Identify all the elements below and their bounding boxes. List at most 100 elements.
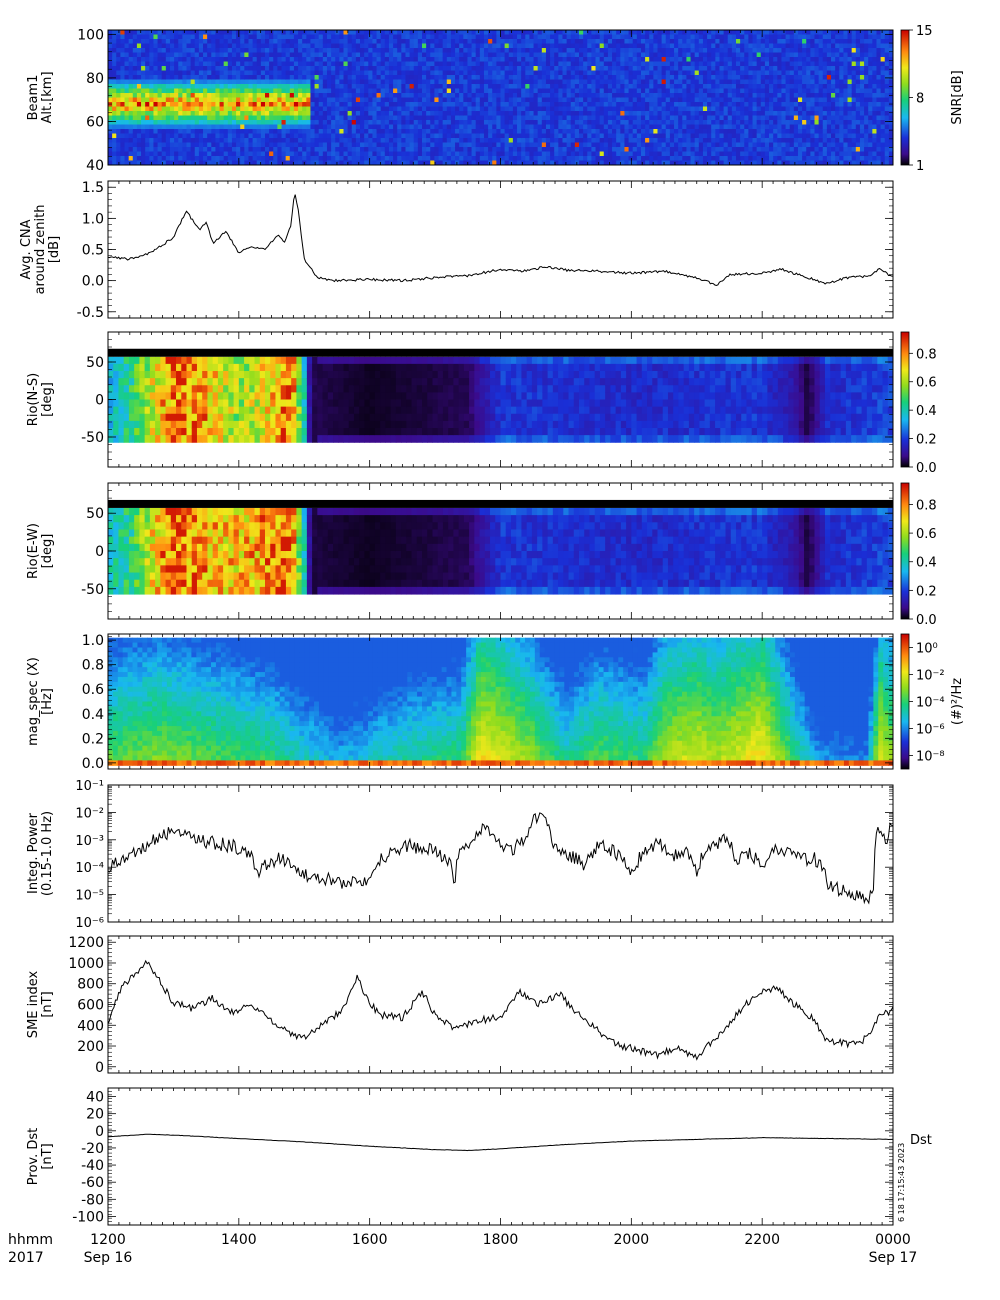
heatmap-cell xyxy=(252,34,258,40)
heatmap-cell xyxy=(393,160,398,166)
heatmap-cell xyxy=(533,106,539,112)
heatmap-cell xyxy=(533,129,539,134)
heatmap-cell xyxy=(736,88,741,94)
heatmap-cell xyxy=(108,97,113,103)
heatmap-cell xyxy=(298,129,303,134)
heatmap-cell xyxy=(426,138,431,143)
heatmap-cell xyxy=(273,61,278,67)
heatmap-cell xyxy=(649,97,654,103)
heatmap-cell xyxy=(529,61,535,67)
heatmap-cell xyxy=(240,43,245,49)
heatmap-cell xyxy=(566,88,572,94)
heatmap-cell xyxy=(153,106,159,112)
heatmap-cell xyxy=(132,48,138,53)
heatmap-cell xyxy=(326,160,332,166)
heatmap-cell xyxy=(574,75,580,80)
heatmap-cell xyxy=(715,142,720,148)
heatmap-cell xyxy=(752,93,758,98)
heatmap-cell xyxy=(211,84,216,89)
heatmap-cell xyxy=(207,133,212,139)
heatmap-cell xyxy=(686,61,692,67)
heatmap-cell xyxy=(384,133,390,139)
heatmap-cell xyxy=(446,102,452,107)
heatmap-cell xyxy=(508,70,514,76)
heatmap-cell xyxy=(740,106,745,112)
heatmap-cell xyxy=(161,142,167,148)
heatmap-cell xyxy=(607,156,613,161)
heatmap-cell xyxy=(777,88,782,94)
heatmap-cell xyxy=(339,88,344,94)
heatmap-cell xyxy=(537,79,543,85)
heatmap-cell xyxy=(752,30,758,35)
heatmap-cell xyxy=(459,115,464,121)
heatmap-cell xyxy=(417,34,423,40)
heatmap-cell xyxy=(545,102,551,107)
heatmap-cell xyxy=(186,39,192,44)
heatmap-cell xyxy=(277,93,283,98)
heatmap-cell xyxy=(157,129,163,134)
heatmap-cell xyxy=(314,142,320,148)
heatmap-cell xyxy=(322,34,328,40)
heatmap-cell xyxy=(124,84,130,89)
heatmap-cell xyxy=(475,30,481,35)
heatmap-cell xyxy=(355,160,361,166)
heatmap-cell xyxy=(380,66,386,71)
heatmap-cell xyxy=(132,115,138,121)
heatmap-cell xyxy=(475,115,481,121)
heatmap-cell xyxy=(723,102,729,107)
heatmap-cell xyxy=(756,66,762,71)
heatmap-cell xyxy=(459,97,464,103)
heatmap-cell xyxy=(785,115,791,121)
heatmap-cell xyxy=(132,124,138,130)
heatmap-cell xyxy=(740,52,745,58)
heatmap-cell xyxy=(318,70,324,76)
heatmap-cell xyxy=(579,129,584,134)
heatmap-cell xyxy=(744,156,749,161)
heatmap-cell xyxy=(265,156,270,161)
heatmap-cell xyxy=(223,147,229,152)
heatmap-cell xyxy=(525,48,530,53)
heatmap-cell xyxy=(194,75,200,80)
heatmap-cell xyxy=(591,79,597,85)
heatmap-cell xyxy=(653,43,658,49)
heatmap-cell xyxy=(384,147,390,152)
heatmap-cell xyxy=(314,156,320,161)
heatmap-cell xyxy=(781,124,787,130)
heatmap-cell xyxy=(508,84,514,89)
heatmap-cell xyxy=(488,156,493,161)
heatmap-cell xyxy=(442,79,448,85)
heatmap-cell xyxy=(186,120,192,125)
heatmap-cell xyxy=(318,138,324,143)
heatmap-cell xyxy=(136,129,142,134)
heatmap-cell xyxy=(773,111,778,116)
heatmap-cell xyxy=(488,160,493,166)
heatmap-cell xyxy=(265,30,270,35)
heatmap-cell xyxy=(591,88,597,94)
heatmap-cell xyxy=(558,75,563,80)
heatmap-cell xyxy=(347,75,353,80)
heatmap-cell xyxy=(227,70,233,76)
heatmap-cell xyxy=(203,106,208,112)
heatmap-cell xyxy=(112,142,117,148)
heatmap-cell xyxy=(595,70,601,76)
heatmap-cell xyxy=(554,142,559,148)
heatmap-cell xyxy=(269,61,274,67)
heatmap-cell xyxy=(781,129,787,134)
heatmap-cell xyxy=(599,138,605,143)
heatmap-cell xyxy=(744,120,749,125)
heatmap-cell xyxy=(471,48,477,53)
heatmap-cell xyxy=(446,111,452,116)
heatmap-cell xyxy=(149,39,154,44)
heatmap-cell xyxy=(508,115,514,121)
heatmap-cell xyxy=(764,39,770,44)
heatmap-cell xyxy=(463,52,468,58)
heatmap-cell xyxy=(450,129,456,134)
heatmap-cell xyxy=(161,106,167,112)
heatmap-cell xyxy=(355,34,361,40)
heatmap-cell xyxy=(558,156,563,161)
heatmap-cell xyxy=(446,124,452,130)
heatmap-cell xyxy=(773,97,778,103)
heatmap-cell xyxy=(116,142,121,148)
heatmap-cell xyxy=(380,111,386,116)
heatmap-cell xyxy=(459,84,464,89)
